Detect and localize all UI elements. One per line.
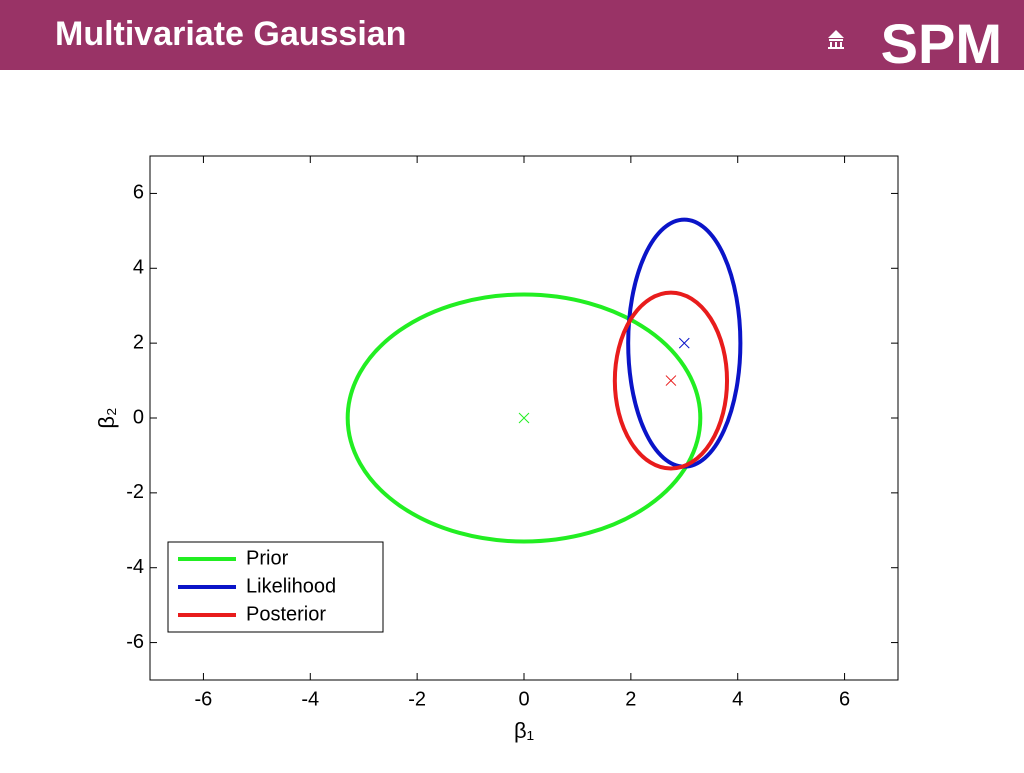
y-tick-label: 4 bbox=[133, 257, 144, 279]
y-tick-label: -6 bbox=[126, 631, 144, 653]
y-tick-label: -4 bbox=[126, 556, 144, 578]
header-bar bbox=[0, 0, 1024, 70]
center-marker bbox=[678, 337, 690, 349]
legend-label: Posterior bbox=[246, 603, 326, 625]
x-tick-label: 2 bbox=[625, 688, 636, 710]
x-tick-label: -4 bbox=[301, 688, 319, 710]
center-marker bbox=[518, 412, 530, 424]
y-axis-label: β₂ bbox=[94, 407, 119, 428]
y-tick-label: 0 bbox=[133, 406, 144, 428]
x-tick-label: 4 bbox=[732, 688, 743, 710]
slide-title: Multivariate Gaussian bbox=[55, 15, 406, 53]
y-tick-label: 6 bbox=[133, 182, 144, 204]
center-marker bbox=[665, 375, 677, 386]
legend-label: Prior bbox=[246, 547, 289, 569]
x-tick-label: -2 bbox=[408, 688, 426, 710]
x-axis-label: β₁ bbox=[514, 718, 534, 743]
x-tick-label: -6 bbox=[195, 688, 213, 710]
y-tick-label: -2 bbox=[126, 481, 144, 503]
logo-icon bbox=[828, 30, 844, 49]
ellipse bbox=[612, 290, 730, 471]
ellipse bbox=[345, 292, 703, 544]
x-tick-label: 6 bbox=[839, 688, 850, 710]
legend-label: Likelihood bbox=[246, 575, 336, 597]
logo: SPM bbox=[881, 12, 1002, 75]
x-tick-label: 0 bbox=[518, 688, 529, 710]
y-tick-label: 2 bbox=[133, 331, 144, 353]
